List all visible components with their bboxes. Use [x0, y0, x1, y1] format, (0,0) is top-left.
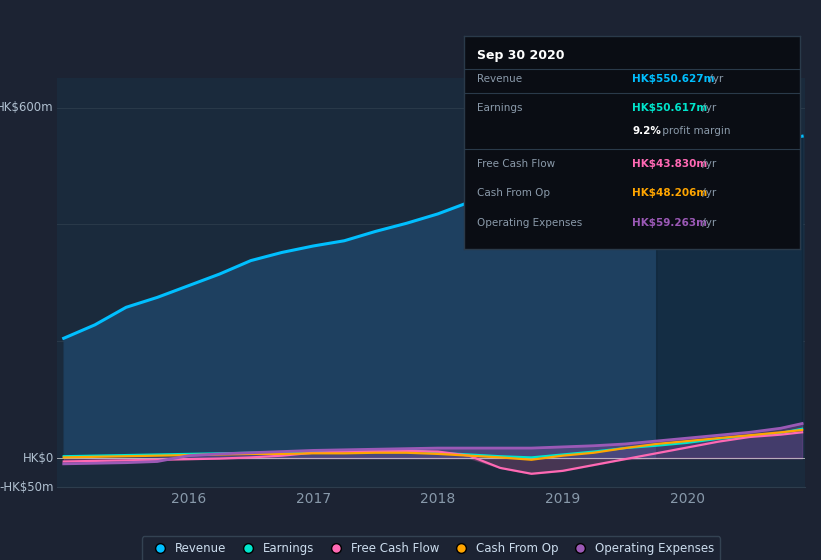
Text: /yr: /yr	[699, 102, 717, 113]
Text: Sep 30 2020: Sep 30 2020	[477, 49, 565, 62]
Text: 9.2%: 9.2%	[632, 126, 661, 136]
Legend: Revenue, Earnings, Free Cash Flow, Cash From Op, Operating Expenses: Revenue, Earnings, Free Cash Flow, Cash …	[142, 536, 720, 560]
Text: HK$43.830m: HK$43.830m	[632, 159, 708, 169]
Text: -HK$50m: -HK$50m	[0, 480, 53, 494]
Text: HK$0: HK$0	[22, 451, 53, 464]
Text: Free Cash Flow: Free Cash Flow	[477, 159, 556, 169]
Text: /yr: /yr	[699, 188, 717, 198]
Text: Earnings: Earnings	[477, 102, 523, 113]
Text: HK$600m: HK$600m	[0, 101, 53, 114]
Text: Operating Expenses: Operating Expenses	[477, 218, 583, 227]
Text: Cash From Op: Cash From Op	[477, 188, 550, 198]
Text: /yr: /yr	[699, 218, 717, 227]
Text: HK$48.206m: HK$48.206m	[632, 188, 708, 198]
Text: HK$50.617m: HK$50.617m	[632, 102, 708, 113]
Text: Revenue: Revenue	[477, 74, 522, 84]
Text: HK$550.627m: HK$550.627m	[632, 74, 714, 84]
Text: /yr: /yr	[699, 159, 717, 169]
Text: /yr: /yr	[706, 74, 723, 84]
Text: profit margin: profit margin	[659, 126, 731, 136]
Text: HK$59.263m: HK$59.263m	[632, 218, 707, 227]
